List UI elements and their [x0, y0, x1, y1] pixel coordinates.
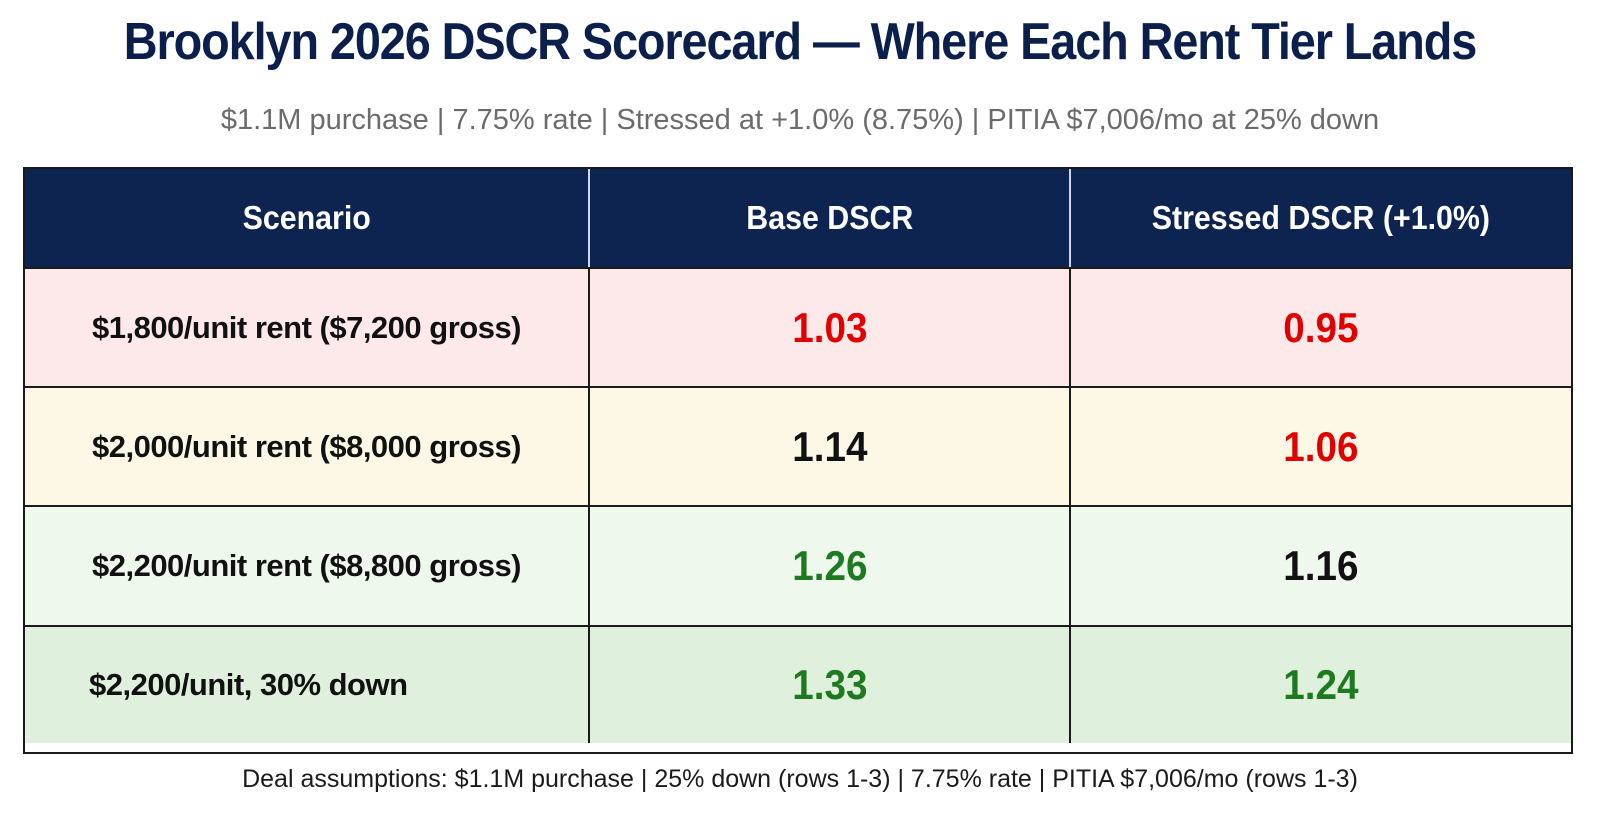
base-dscr-cell: 1.14 [588, 388, 1069, 505]
stressed-dscr-cell: 1.24 [1069, 627, 1571, 743]
dscr-table: Scenario Base DSCR Stressed DSCR (+1.0%)… [23, 167, 1573, 754]
stressed-dscr-value: 1.16 [1283, 542, 1359, 589]
footnote: Deal assumptions: $1.1M purchase | 25% d… [242, 765, 1358, 793]
table-row: $2,200/unit rent ($8,800 gross) 1.26 1.16 [25, 505, 1571, 625]
table-row: $2,000/unit rent ($8,000 gross) 1.14 1.06 [25, 386, 1571, 505]
scenario-cell: $2,000/unit rent ($8,000 gross) [25, 388, 588, 505]
page-subtitle: $1.1M purchase | 7.75% rate | Stressed a… [220, 104, 1380, 136]
base-dscr-value: 1.26 [791, 542, 868, 589]
table-row: $1,800/unit rent ($7,200 gross) 1.03 0.95 [25, 267, 1571, 386]
column-header-stressed-dscr: Stressed DSCR (+1.0%) [1069, 169, 1571, 267]
column-header-base-dscr: Base DSCR [588, 169, 1069, 267]
scenario-label: $1,800/unit rent ($7,200 gross) [91, 309, 522, 345]
column-header-label: Base DSCR [745, 199, 914, 236]
stressed-dscr-value: 0.95 [1283, 303, 1359, 351]
stressed-dscr-value: 1.06 [1283, 422, 1359, 470]
column-header-label: Stressed DSCR (+1.0%) [1151, 199, 1491, 236]
base-dscr-value: 1.14 [791, 422, 868, 470]
base-dscr-cell: 1.03 [588, 269, 1069, 386]
scenario-cell: $2,200/unit rent ($8,800 gross) [25, 507, 588, 625]
page-title: Brooklyn 2026 DSCR Scorecard — Where Eac… [123, 13, 1478, 71]
column-header-label: Scenario [242, 199, 371, 236]
stressed-dscr-cell: 1.06 [1069, 388, 1571, 505]
base-dscr-cell: 1.33 [588, 627, 1069, 743]
table-header-row: Scenario Base DSCR Stressed DSCR (+1.0%) [25, 169, 1571, 267]
scenario-cell: $2,200/unit, 30% down [25, 627, 588, 743]
column-header-scenario: Scenario [25, 169, 588, 267]
scenario-cell: $1,800/unit rent ($7,200 gross) [25, 269, 588, 386]
stressed-dscr-cell: 1.16 [1069, 507, 1571, 625]
scenario-label: $2,000/unit rent ($8,000 gross) [91, 428, 522, 464]
base-dscr-value: 1.33 [791, 661, 868, 708]
stressed-dscr-cell: 0.95 [1069, 269, 1571, 386]
stressed-dscr-value: 1.24 [1283, 661, 1359, 708]
base-dscr-cell: 1.26 [588, 507, 1069, 625]
scenario-label: $2,200/unit rent ($8,800 gross) [91, 548, 522, 583]
table-row: $2,200/unit, 30% down 1.33 1.24 [25, 625, 1571, 743]
scenario-label: $2,200/unit, 30% down [89, 667, 408, 702]
base-dscr-value: 1.03 [791, 303, 868, 351]
